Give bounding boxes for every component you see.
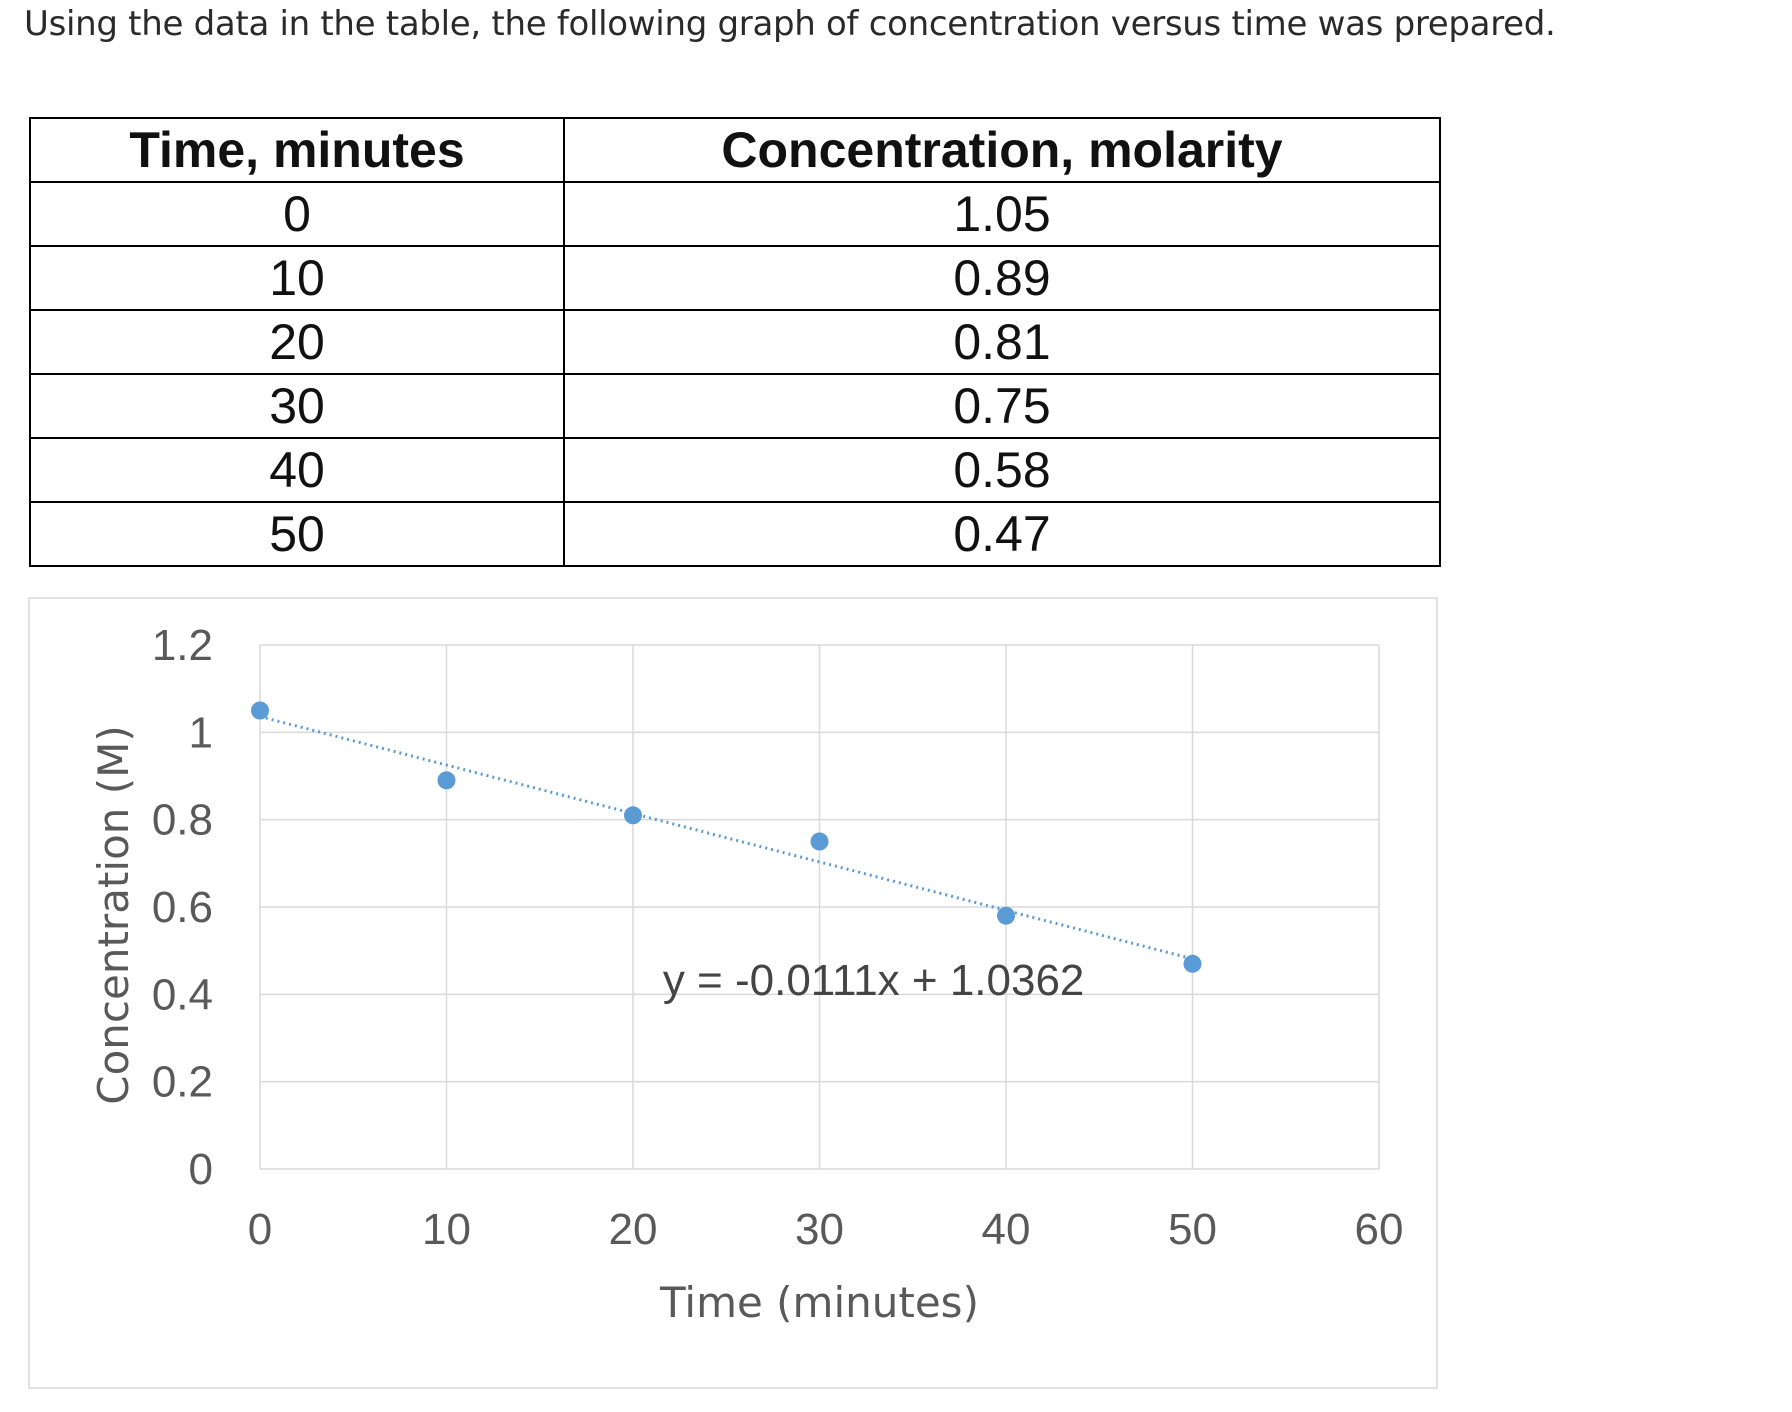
scatter-chart: 0 0.2 0.4 0.6 0.8 1 1.2 0 10 20 30 40 50 60 y = -0.01…: [89, 621, 1404, 1327]
intro-text: Using the data in the table, the followi…: [24, 4, 1556, 44]
x-tick-label: 30: [795, 1205, 844, 1254]
y-tick-label: 0.6: [152, 883, 213, 932]
cell-time: 0: [29, 181, 565, 247]
header-time: Time, minutes: [29, 117, 565, 183]
cell-time: 20: [29, 309, 565, 375]
chart-frame: 0 0.2 0.4 0.6 0.8 1 1.2 0 10 20 30 40 50 60 y = -0.01…: [28, 597, 1438, 1389]
cell-concentration: 0.81: [563, 309, 1441, 375]
data-point: [810, 832, 829, 851]
cell-concentration: 0.89: [563, 245, 1441, 311]
cell-time: 50: [29, 501, 565, 567]
data-point: [997, 906, 1015, 925]
cell-concentration: 1.05: [563, 181, 1441, 247]
y-tick-label: 0.4: [152, 970, 213, 1019]
data-point: [624, 806, 642, 825]
x-tick-label: 50: [1168, 1205, 1217, 1254]
table-row: 30 0.75: [29, 373, 1441, 439]
grid-layer: [259, 644, 1380, 1170]
y-tick-label: 1: [189, 708, 213, 757]
y-tick-label: 0: [189, 1145, 213, 1194]
table-row: 50 0.47: [29, 501, 1441, 567]
x-tick-label: 60: [1355, 1205, 1404, 1254]
data-point: [251, 701, 269, 720]
trendline: [259, 715, 1193, 961]
cell-concentration: 0.47: [563, 501, 1441, 567]
cell-time: 10: [29, 245, 565, 311]
x-tick-label: 20: [609, 1205, 658, 1254]
data-table: Time, minutes Concentration, molarity 0 …: [29, 117, 1441, 567]
header-concentration: Concentration, molarity: [563, 117, 1441, 183]
trendline-layer: [259, 715, 1193, 961]
data-point: [1183, 954, 1202, 973]
table-header-row: Time, minutes Concentration, molarity: [29, 117, 1441, 183]
cell-concentration: 0.58: [563, 437, 1441, 503]
x-axis-title: Time (minutes): [659, 1278, 979, 1327]
table-row: 0 1.05: [29, 181, 1441, 247]
x-tick-label: 10: [422, 1205, 471, 1254]
cell-time: 30: [29, 373, 565, 439]
x-tick-label: 0: [248, 1205, 272, 1254]
table-row: 20 0.81: [29, 309, 1441, 375]
tick-labels-layer: 0 0.2 0.4 0.6 0.8 1 1.2 0 10 20 30 40 50 60: [152, 621, 1404, 1254]
table-row: 10 0.89: [29, 245, 1441, 311]
cell-concentration: 0.75: [563, 373, 1441, 439]
cell-time: 40: [29, 437, 565, 503]
data-points-layer: [251, 701, 1202, 973]
y-tick-label: 0.2: [152, 1058, 213, 1107]
table-row: 40 0.58: [29, 437, 1441, 503]
y-tick-label: 1.2: [152, 621, 213, 670]
y-tick-label: 0.8: [152, 796, 213, 845]
y-axis-title: Concentration (M): [89, 725, 138, 1104]
data-point: [437, 771, 456, 790]
x-tick-label: 40: [982, 1205, 1031, 1254]
trendline-equation: y = -0.0111x + 1.0362: [663, 956, 1085, 1005]
